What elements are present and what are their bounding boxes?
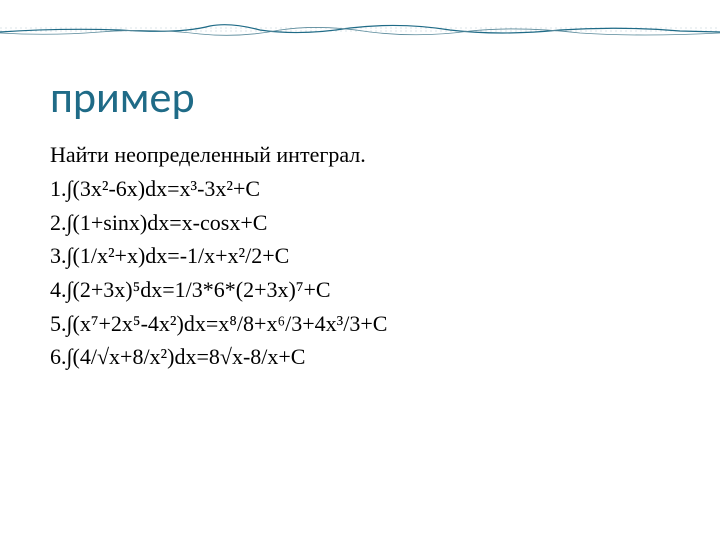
slide-title: пример bbox=[50, 70, 670, 124]
slide-content: пример Найти неопределенный интеграл. 1.… bbox=[0, 0, 720, 406]
slide-subtitle: Найти неопределенный интеграл. bbox=[50, 142, 670, 168]
equation-5: 5.∫(x⁷+2x⁵-4x²)dx=x⁸/8+x⁶/3+4x³/3+C bbox=[50, 309, 670, 339]
equation-3: 3.∫(1/x²+x)dx=-1/x+x²/2+C bbox=[50, 241, 670, 271]
equation-2: 2.∫(1+sinx)dx=x-cosx+C bbox=[50, 208, 670, 238]
equation-1: 1.∫(3x²-6x)dx=x³-3x²+C bbox=[50, 174, 670, 204]
equation-6: 6.∫(4/√x+8/x²)dx=8√x-8/x+C bbox=[50, 342, 670, 372]
decorative-top-border bbox=[0, 20, 720, 45]
equation-4: 4.∫(2+3x)⁵dx=1/3*6*(2+3x)⁷+C bbox=[50, 275, 670, 305]
